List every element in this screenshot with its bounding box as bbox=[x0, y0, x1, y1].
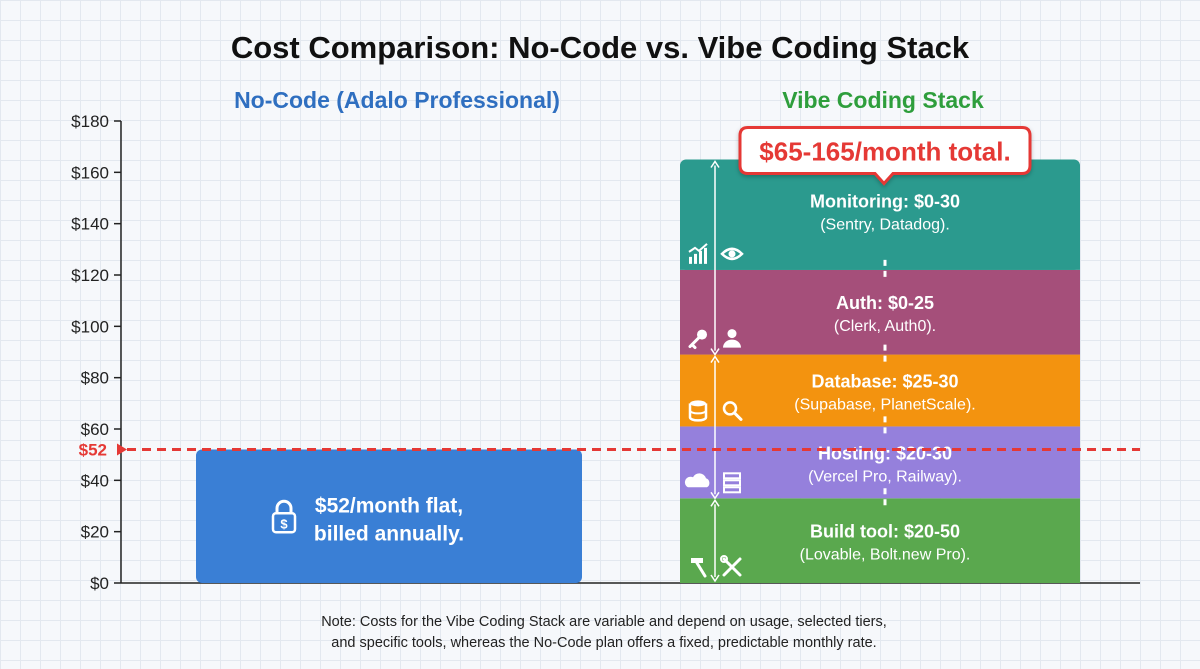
y-tick-label: $60 bbox=[81, 420, 109, 439]
chart-title: Cost Comparison: No-Code vs. Vibe Coding… bbox=[231, 30, 970, 65]
y-tick-label: $80 bbox=[81, 369, 109, 388]
user-icon bbox=[723, 329, 741, 348]
group-title-nocode: No-Code (Adalo Professional) bbox=[234, 87, 560, 113]
y-tick-label: $140 bbox=[71, 215, 109, 234]
range-arrow-head bbox=[710, 160, 720, 168]
y-tick-label: $100 bbox=[71, 317, 109, 336]
y-tick-label: $120 bbox=[71, 266, 109, 285]
build-tool-icons bbox=[691, 555, 742, 578]
segment-label-hosting: Hosting: $20-30 bbox=[818, 443, 952, 463]
segment-build-tool bbox=[680, 498, 1080, 583]
segment-label-monitoring: Monitoring: $0-30 bbox=[810, 192, 960, 212]
segment-sublabel-hosting: (Vercel Pro, Railway). bbox=[808, 468, 962, 485]
auth-icons bbox=[688, 329, 741, 350]
cloud-icon bbox=[684, 473, 710, 488]
segment-auth bbox=[680, 269, 1080, 355]
monitoring-icons bbox=[688, 243, 744, 264]
reference-line-group: $52 bbox=[79, 441, 1140, 460]
reference-line-label: $52 bbox=[79, 441, 107, 460]
range-arrow-head bbox=[710, 348, 720, 356]
hammer-icon bbox=[691, 558, 707, 578]
reference-arrow-icon bbox=[117, 443, 127, 456]
y-tick-label: $0 bbox=[90, 574, 109, 593]
footnote-line-2: and specific tools, whereas the No-Code … bbox=[331, 635, 876, 651]
y-tick-label: $40 bbox=[81, 471, 109, 490]
total-callout bbox=[738, 126, 1032, 186]
server-icon bbox=[723, 472, 741, 494]
svg-text:$: $ bbox=[280, 516, 288, 531]
range-arrows bbox=[710, 160, 720, 583]
segment-database bbox=[680, 354, 1080, 427]
key-icon bbox=[688, 329, 707, 350]
y-tick-label: $20 bbox=[81, 523, 109, 542]
nocode-bar-label: $52/month flat, bbox=[315, 494, 463, 517]
database-icon bbox=[688, 400, 708, 422]
y-tick-label: $180 bbox=[71, 112, 109, 131]
segment-sublabel-build-tool: (Lovable, Bolt.new Pro). bbox=[800, 547, 971, 564]
vibe-segment-labels: Build tool: $20-50 (Lovable, Bolt.new Pr… bbox=[794, 192, 975, 564]
total-callout-text: $65-165/month total. bbox=[759, 137, 1010, 167]
segment-sublabel-auth: (Clerk, Auth0). bbox=[834, 318, 936, 335]
wrench-icon bbox=[720, 555, 742, 577]
segment-monitoring-fill bbox=[680, 167, 1080, 270]
vibe-stack-bar bbox=[680, 159, 1080, 583]
range-arrow-head bbox=[710, 355, 720, 363]
nocode-bar-sublabel: billed annually. bbox=[314, 522, 464, 545]
range-arrow-head bbox=[710, 498, 720, 507]
lock-icon: $ bbox=[271, 499, 297, 534]
segment-label-build-tool: Build tool: $20-50 bbox=[810, 522, 960, 542]
y-tick-label: $160 bbox=[71, 163, 109, 182]
eye-icon bbox=[720, 247, 744, 261]
segment-label-database: Database: $25-30 bbox=[811, 372, 958, 392]
search-icon bbox=[722, 401, 743, 421]
footnote-line-1: Note: Costs for the Vibe Coding Stack ar… bbox=[321, 614, 887, 630]
range-arrow-head bbox=[710, 574, 720, 583]
segment-hosting bbox=[680, 426, 1080, 499]
chart-icon bbox=[688, 243, 708, 264]
segment-sublabel-monitoring: (Sentry, Datadog). bbox=[820, 217, 950, 234]
total-callout-box bbox=[738, 126, 1032, 186]
database-icons bbox=[688, 400, 743, 422]
segment-label-auth: Auth: $0-25 bbox=[836, 293, 934, 313]
segment-sublabel-database: (Supabase, PlanetScale). bbox=[794, 397, 975, 414]
nocode-bar bbox=[196, 449, 582, 583]
nocode-bar-group: $ $52/month flat, billed annually. bbox=[196, 449, 582, 583]
group-title-vibe: Vibe Coding Stack bbox=[782, 87, 984, 113]
range-arrow-head bbox=[710, 491, 720, 500]
hosting-icons bbox=[684, 472, 741, 494]
